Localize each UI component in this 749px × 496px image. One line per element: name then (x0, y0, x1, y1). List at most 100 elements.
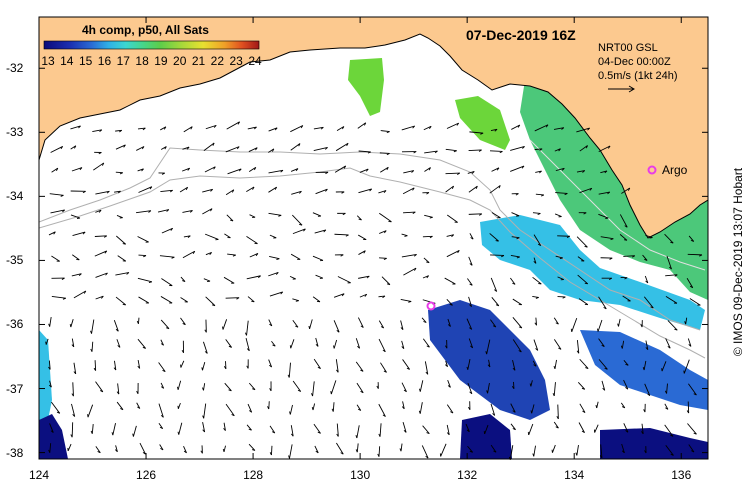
current-vector (576, 445, 579, 456)
current-vector (225, 189, 235, 196)
current-vector (446, 234, 454, 237)
current-vector-head (269, 323, 273, 327)
current-vector (205, 252, 212, 256)
axis-ticks (38, 17, 708, 459)
current-vector (248, 443, 256, 451)
current-vector-head (434, 150, 438, 154)
current-vector-head (299, 190, 302, 194)
current-vector (49, 193, 64, 196)
current-vector-head (599, 455, 603, 459)
current-vector-head (620, 345, 623, 349)
current-vector (511, 212, 520, 217)
current-vector (248, 166, 257, 173)
current-vector-head (123, 144, 126, 148)
current-vector-head (149, 186, 153, 190)
current-vector-head (271, 431, 276, 434)
current-vector-head (493, 450, 497, 453)
colorbar-tick-label: 24 (248, 54, 262, 68)
current-vector (664, 403, 669, 410)
current-vector (533, 339, 539, 351)
current-vector-head (97, 451, 101, 454)
current-vector-head (386, 131, 390, 134)
current-vector (332, 402, 335, 412)
current-vector-head (62, 209, 65, 213)
current-vector (600, 444, 603, 458)
current-vector-head (518, 326, 522, 329)
current-vector (644, 275, 649, 284)
current-vector-head (647, 393, 651, 397)
current-vector-head (610, 238, 614, 241)
current-vector-head (181, 349, 184, 354)
current-vector-head (689, 285, 693, 289)
current-vector (401, 340, 405, 349)
current-vector-head (204, 351, 208, 354)
y-tick-label: -33 (6, 125, 24, 140)
current-vector (205, 124, 217, 130)
current-vector-head (73, 371, 77, 375)
current-vector (182, 250, 195, 259)
current-vector-head (315, 344, 319, 347)
current-vector-head (364, 122, 367, 126)
current-vector (271, 340, 276, 347)
current-vector-head (492, 413, 496, 416)
current-vector-head (183, 450, 187, 454)
current-vector (579, 403, 586, 413)
current-vector (685, 317, 688, 325)
current-vector-head (289, 411, 291, 415)
current-vector-head (533, 364, 537, 367)
current-vector-head (90, 348, 93, 352)
current-vector-head (252, 186, 255, 190)
current-vector (661, 361, 667, 372)
current-vector (356, 425, 360, 439)
current-vector (446, 299, 453, 306)
current-vector-head (399, 448, 402, 452)
current-vector-head (585, 145, 588, 149)
current-vector-head (295, 168, 299, 172)
current-vector (114, 360, 117, 371)
current-vector-head (357, 408, 361, 411)
sst-dark-sw (39, 414, 68, 459)
current-vector (95, 295, 104, 300)
current-vector-head (280, 291, 284, 295)
current-vector (553, 382, 556, 396)
current-vector-head (604, 170, 608, 174)
current-vector (292, 380, 302, 392)
current-vector (355, 361, 364, 372)
current-vector-head (189, 210, 193, 213)
current-vector-head (447, 385, 451, 388)
current-vector-head (691, 450, 695, 453)
current-vector-head (581, 430, 585, 433)
current-vector (490, 254, 504, 256)
current-vector-head (587, 127, 590, 131)
current-vector-head (201, 367, 203, 371)
current-vector (400, 443, 403, 452)
current-vector-head (581, 387, 585, 390)
current-vector (424, 150, 438, 154)
current-vector-head (71, 393, 74, 397)
current-vector-head (345, 234, 349, 237)
current-vector (490, 319, 497, 328)
current-vector (421, 317, 427, 323)
current-vector-head (330, 391, 332, 395)
current-vector (598, 191, 610, 195)
current-vector (555, 167, 565, 172)
current-vector (95, 446, 101, 454)
current-vector (314, 445, 319, 454)
current-vector-head (545, 124, 549, 128)
current-vector (400, 298, 412, 302)
current-vector-head (325, 171, 329, 175)
current-vector (424, 167, 431, 172)
current-vector (227, 253, 236, 256)
current-vector (137, 127, 146, 130)
current-vector-head (386, 167, 389, 171)
current-vector (203, 403, 207, 419)
current-vector-head (641, 431, 644, 435)
current-vector-head (137, 365, 141, 369)
current-vector-head (566, 235, 570, 238)
current-vector-head (423, 321, 427, 323)
current-vector-head (365, 168, 369, 172)
current-vector-head (83, 290, 87, 294)
current-vector (618, 318, 621, 327)
current-vector-head (82, 190, 86, 194)
current-vector (468, 296, 472, 307)
